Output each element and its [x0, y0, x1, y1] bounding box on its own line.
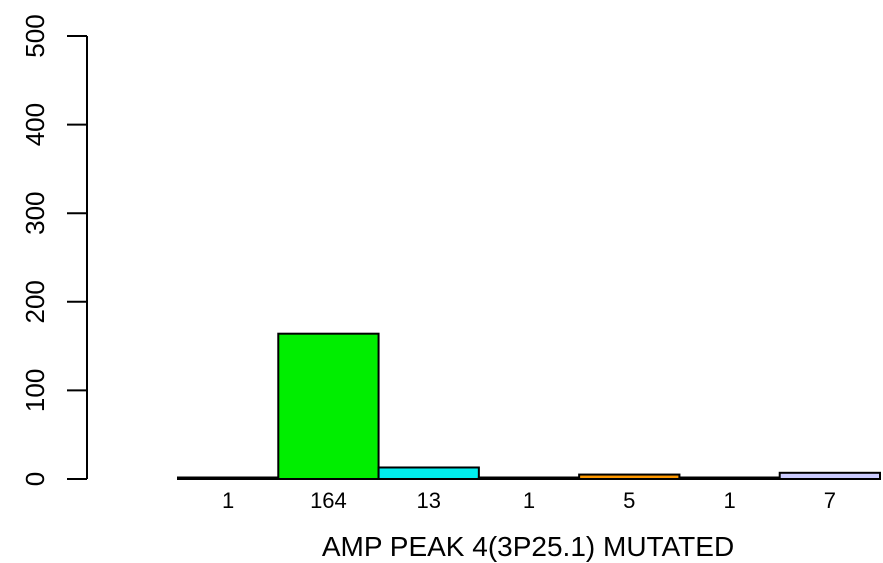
- y-tick-label: 0: [20, 472, 50, 486]
- bar-labels: 1 164 13 1 5 1 7: [222, 488, 836, 513]
- y-tick-label: 400: [20, 103, 50, 146]
- bar: [678, 476, 781, 480]
- bar-category-label: 164: [310, 488, 347, 513]
- bar: [477, 476, 581, 480]
- y-tick-label: 500: [20, 14, 50, 57]
- bar: [377, 466, 480, 480]
- bar-category-label: 7: [824, 488, 836, 513]
- bar: [177, 476, 280, 480]
- x-axis-label: AMP PEAK 4(3P25.1) MUTATED: [322, 531, 734, 562]
- bar: [778, 471, 882, 481]
- y-tick-label: 200: [20, 280, 50, 323]
- y-tick-label: 100: [20, 369, 50, 412]
- bar-category-label: 1: [523, 488, 535, 513]
- bar: [578, 473, 681, 481]
- bar-category-label: 1: [222, 488, 234, 513]
- bar: [277, 332, 380, 481]
- bar-category-label: 13: [416, 488, 440, 513]
- bar-category-label: 5: [623, 488, 635, 513]
- bar-category-label: 1: [723, 488, 735, 513]
- bars: [177, 332, 882, 481]
- y-tick-label: 300: [20, 192, 50, 235]
- y-axis: 0 100 200 300 400 500: [20, 14, 88, 486]
